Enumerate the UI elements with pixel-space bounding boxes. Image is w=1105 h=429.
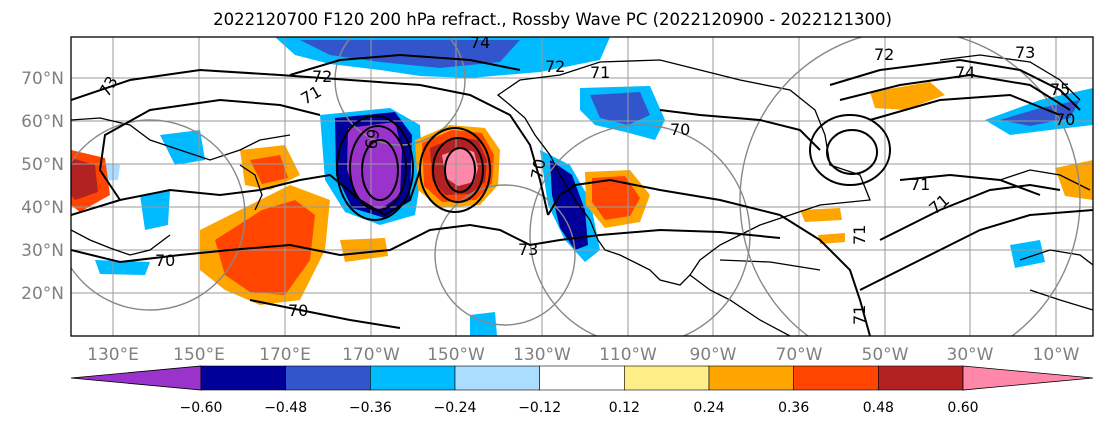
colorbar-segment [708,365,794,391]
colorbar-tick-label: 0.48 [863,400,894,416]
contour-label: 73 [518,240,538,259]
contour-label: 71 [910,175,930,194]
lat-tick-label: 60°N [21,112,64,132]
contour-label: 73 [1015,43,1035,62]
lon-tick-label: 70°W [776,345,823,365]
colorbar-segment [370,365,456,391]
colorbar-tick-label: −0.36 [349,400,392,416]
contour-label: 70 [288,301,308,320]
positive-anomaly-regions [71,82,1093,305]
lat-tick-label: 50°N [21,155,64,175]
lat-tick-label: 20°N [21,284,64,304]
contour-label: 70 [670,120,690,139]
lat-tick-label: 40°N [21,198,64,218]
contour-label: 74 [470,33,490,52]
contour-label: 75 [1050,80,1070,99]
lat-axis: 70°N 60°N 50°N 40°N 30°N 20°N [21,69,64,304]
height-contours [71,53,1093,336]
colorbar-segment [624,365,710,391]
colorbar-labels: −0.60 −0.48 −0.36 −0.24 −0.12 0.12 0.24 0.36 0.4… [180,400,979,416]
colorbar-extend-low [70,365,202,391]
plot-frame [70,36,1094,337]
lon-tick-label: 110°W [599,345,657,365]
colorbar-segments [70,365,1094,391]
lon-tick-label: 130°W [513,345,571,365]
map-title: 2022120700 F120 200 hPa refract., Rossby… [213,10,892,29]
lon-tick-label: 90°W [690,345,737,365]
contour-label: 72 [545,57,565,76]
contour-label: 74 [955,63,975,82]
lon-tick-label: 10°W [1033,345,1080,365]
lon-tick-label: 170°E [259,345,311,365]
contour-label: 70 [527,157,549,180]
colorbar-segment [200,365,286,391]
colorbar-segment [285,365,371,391]
colorbar-tick-label: 0.12 [609,400,640,416]
contour-label: 71 [590,63,610,82]
lat-tick-label: 30°N [21,241,64,261]
colorbar-segment [539,365,625,391]
contour-label: 72 [312,67,332,86]
grid-lines [71,37,1093,336]
colorbar-tick-label: 0.60 [947,400,978,416]
contour-label: 70 [1055,110,1075,129]
lon-tick-label: 150°W [427,345,485,365]
lon-axis: 130°E 150°E 170°E 170°W 150°W 130°W 110°… [87,345,1080,365]
contour-labels: 72 74 73 71 72 71 69 70 70 70 73 70 72 7… [95,33,1075,325]
lon-tick-label: 170°W [342,345,400,365]
colorbar-tick-label: −0.48 [264,400,307,416]
contour-label: 70 [155,251,175,270]
lon-tick-label: 150°E [173,345,225,365]
colorbar-tick-label: 0.36 [778,400,809,416]
contour-label: 71 [850,225,869,245]
colorbar-segment [454,365,540,391]
colorbar-tick-label: 0.24 [693,400,724,416]
colorbar: −0.60 −0.48 −0.36 −0.24 −0.12 0.12 0.24 0.36 0.4… [70,365,1094,416]
contour-label: 69 [361,127,383,150]
lon-tick-label: 30°W [947,345,994,365]
colorbar-tick-label: −0.24 [434,400,477,416]
wave-circles [71,37,1081,336]
lon-tick-label: 130°E [87,345,139,365]
contour-label: 71 [850,305,869,325]
coastlines [71,54,1093,336]
lat-tick-label: 70°N [21,69,64,89]
colorbar-segment [878,365,964,391]
colorbar-tick-label: −0.60 [180,400,223,416]
colorbar-tick-label: −0.12 [518,400,561,416]
colorbar-extend-high [962,365,1094,391]
contour-label: 72 [874,45,894,64]
colorbar-segment [793,365,879,391]
lon-tick-label: 50°W [862,345,909,365]
